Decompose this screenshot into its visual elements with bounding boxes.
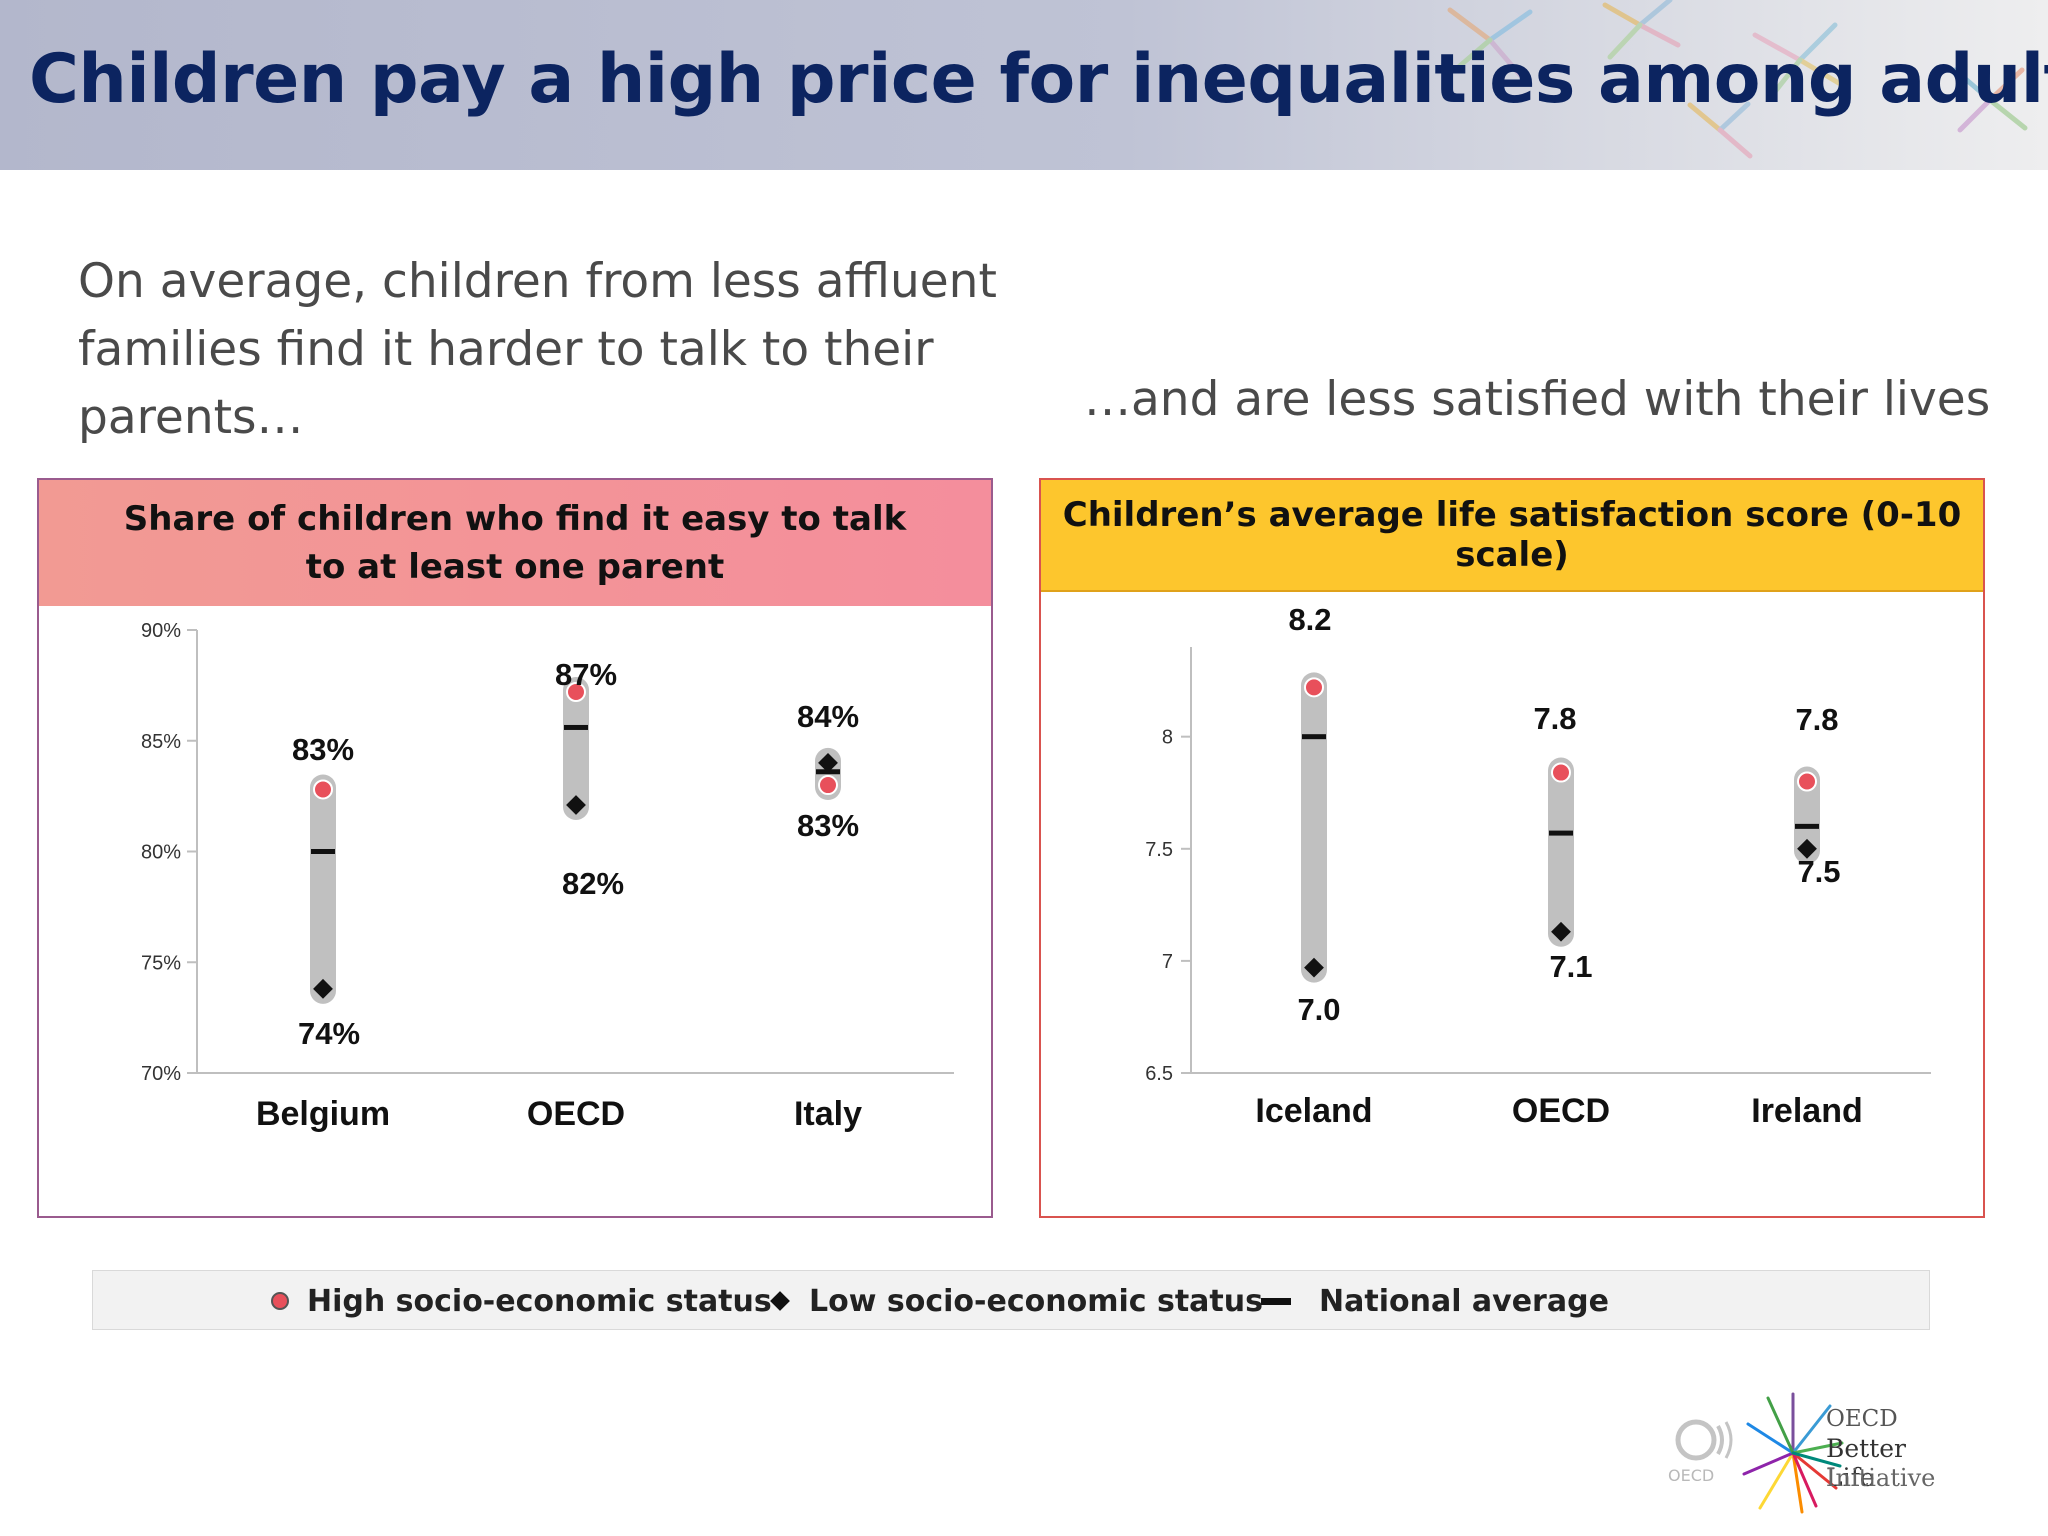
x-category-label: Italy (794, 1095, 862, 1133)
average-dash-marker (311, 849, 335, 854)
circle-marker-icon (271, 1292, 289, 1310)
legend-item-high: High socio-economic status (271, 1271, 772, 1331)
data-label-bottom: 74% (298, 1016, 360, 1051)
high-status-circle-marker (1304, 677, 1324, 698)
chart-title: Children’s average life satisfaction sco… (1041, 480, 1983, 592)
data-label-bottom: 7.5 (1797, 854, 1840, 889)
legend-label: Low socio-economic status (809, 1283, 1263, 1319)
low-status-diamond-marker (1551, 921, 1571, 942)
title-banner: Children pay a high price for inequaliti… (0, 0, 2048, 170)
logo-oecd-text: OECD (1826, 1406, 1898, 1432)
data-label-top: 83% (292, 732, 354, 767)
legend-item-low: Low socio-economic status (770, 1271, 1263, 1331)
low-status-diamond-marker (313, 978, 333, 999)
oecd-better-life-logo: OECD OECD Better Life Initiative (1660, 1388, 1960, 1518)
data-label-bottom: 7.1 (1549, 949, 1592, 984)
range-bar (1794, 766, 1820, 864)
data-label-bottom: 83% (797, 808, 859, 843)
low-status-diamond-marker (1797, 838, 1817, 859)
chart-title-line-1: Share of children who find it easy to ta… (123, 499, 907, 539)
y-tick-label: 8 (1162, 727, 1173, 749)
high-status-circle-marker (1551, 762, 1571, 783)
data-label-top: 8.2 (1288, 602, 1331, 637)
high-status-circle-marker (1797, 771, 1817, 792)
y-tick-label: 7.5 (1145, 839, 1173, 861)
slide-title: Children pay a high price for inequaliti… (29, 40, 2048, 119)
range-bar (1301, 672, 1327, 983)
range-chart-life-satisfaction: 6.5 7 7.5 8 8.2 7.0 Iceland 7.8 7.1 OECD 7.8 7.5 Ire… (1145, 602, 1931, 1130)
x-category-label: OECD (1512, 1092, 1610, 1130)
y-tick-label: 85% (141, 731, 181, 753)
diamond-marker-icon (770, 1291, 790, 1311)
data-label-bottom: 7.0 (1297, 992, 1340, 1027)
dash-marker-icon (1261, 1297, 1291, 1305)
chart-title-line-2: to at least one parent (305, 547, 725, 587)
chart-panel-talk-to-parent: Share of children who find it easy to ta… (37, 478, 993, 1218)
range-bar (1548, 757, 1574, 947)
y-tick-label: 7 (1162, 951, 1173, 973)
better-life-flower-icon (1742, 1392, 1844, 1514)
range-chart-talk-to-parent: 70% 75% 80% 85% 90% 83% 74% Belgium 87% 82% OECD 84… (141, 620, 954, 1133)
chart-title: Share of children who find it easy to ta… (39, 480, 991, 606)
y-tick-label: 75% (141, 952, 181, 974)
average-dash-marker (564, 724, 588, 730)
chart-legend: High socio-economic status Low socio-eco… (92, 1270, 1930, 1330)
high-status-circle-marker (313, 779, 333, 800)
x-category-label: Belgium (256, 1095, 390, 1133)
low-status-diamond-marker (818, 753, 838, 773)
range-bar (310, 774, 336, 1004)
average-dash-marker (1549, 830, 1573, 836)
y-tick-label: 70% (141, 1063, 181, 1085)
data-label-top: 7.8 (1795, 702, 1838, 737)
data-label-bottom: 82% (562, 866, 624, 901)
logo-better-life-text: Better Life (1826, 1434, 1907, 1492)
y-tick-label: 80% (141, 842, 181, 864)
low-status-diamond-marker (1304, 957, 1324, 978)
data-label-top: 84% (797, 699, 859, 734)
average-dash-marker (1795, 823, 1819, 829)
pinwheel-decoration (1447, 0, 2028, 159)
oecd-small-text: OECD (1668, 1466, 1715, 1485)
high-status-circle-marker (818, 775, 838, 796)
data-label-top: 87% (555, 657, 617, 692)
x-category-label: Iceland (1255, 1092, 1372, 1130)
legend-item-average: National average (1261, 1271, 1609, 1331)
y-tick-label: 90% (141, 620, 181, 642)
data-label-top: 7.8 (1533, 701, 1576, 736)
x-category-label: Ireland (1751, 1092, 1862, 1130)
x-category-label: OECD (527, 1095, 625, 1133)
oecd-globe-icon (1675, 1419, 1733, 1461)
average-dash-marker (1302, 734, 1326, 740)
high-status-circle-marker (566, 682, 586, 703)
intro-right-text: …and are less satisfied with their lives (1084, 372, 1991, 427)
legend-label: National average (1319, 1283, 1609, 1319)
logo-initiative-text: Initiative (1826, 1464, 1936, 1492)
range-bar (563, 677, 589, 820)
chart-panel-life-satisfaction: Children’s average life satisfaction sco… (1039, 478, 1985, 1218)
y-tick-label: 6.5 (1145, 1063, 1173, 1085)
legend-label: High socio-economic status (307, 1283, 772, 1319)
intro-left-text: On average, children from less affluent … (78, 254, 997, 445)
